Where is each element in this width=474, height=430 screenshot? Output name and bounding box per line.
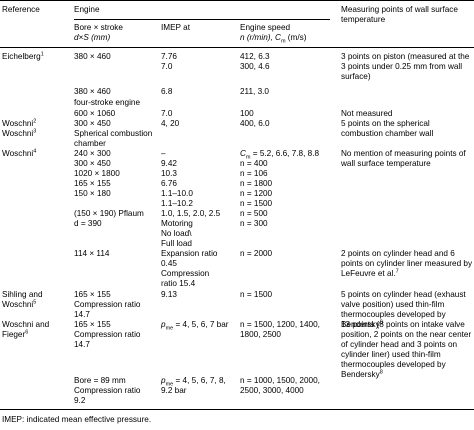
w4d-speed: n = 1800 (240, 179, 273, 188)
header-measuring-1: Measuring points of wall surface (341, 5, 458, 14)
ref-woschni-fieger: Woschni and Fieger6 (2, 320, 50, 339)
w4e-bore: 150 × 180 (74, 189, 111, 198)
e1-speed: 412, 6.3 (240, 52, 270, 61)
w4g-bore: (150 × 190) Pflaum (74, 209, 144, 218)
header-bottom-rule (0, 47, 474, 48)
w2-speed: 400, 6.0 (240, 119, 270, 128)
w2-imep: 4, 20 (161, 119, 180, 128)
e5-bore: 600 × 1060 (74, 109, 116, 118)
w4b-imep: 9.42 (161, 159, 177, 168)
header-measuring-2: temperature (341, 15, 386, 24)
wf1-measuring: 13 points (8 points on intake valve posi… (341, 320, 472, 379)
w4e-speed: n = 1200 (240, 189, 273, 198)
e3-speed: 211, 3.0 (240, 87, 269, 96)
w4k-bore: 114 × 114 (74, 249, 110, 258)
header-engine: Engine (74, 5, 100, 14)
e3-imep: 6.8 (161, 87, 173, 96)
w4l-imep: Compression ratio 15.4 (161, 269, 210, 288)
w4f-speed: n = 1500 (240, 199, 273, 208)
header-imep: IMEP at (161, 23, 190, 32)
e3-bore: 380 × 460 (74, 87, 111, 96)
ref-woschni-3: Woschni3 (2, 128, 37, 138)
w4k-measuring: 2 points on cylinder head and 6 points o… (341, 249, 473, 278)
w4b-bore: 300 × 450 (74, 159, 111, 168)
e5-speed: 100 (240, 109, 254, 118)
w4g-imep: 1.0, 1.5, 2.0, 2.5 (161, 209, 221, 218)
bottom-rule (0, 409, 474, 410)
e5-measuring: Not measured (341, 109, 393, 118)
header-mid-rule (74, 19, 330, 20)
w2-bore: 300 × 450 (74, 119, 111, 128)
e1-measuring: 3 points on piston (measured at the 3 po… (341, 52, 470, 81)
w4h-bore: d = 390 (74, 219, 102, 228)
header-bore-stroke-2: d×S (mm) (74, 33, 111, 42)
w4g-speed: n = 500 (240, 209, 268, 218)
e2-speed: 300, 4.6 (240, 62, 270, 71)
w4j-imep: Full load (161, 239, 192, 248)
w3-bore: Spherical combustion chamber (74, 129, 153, 148)
w4c-bore: 1020 × 1800 (74, 169, 120, 178)
wf2-imep: pme = 4, 5, 6, 7, 8, 9.2 bar (161, 376, 226, 395)
w4k-imep: Expansion ratio 0.45 (161, 249, 218, 268)
w4c-speed: n = 106 (240, 169, 268, 178)
wf1-imep: pme = 4, 5, 6, 7 bar (161, 320, 229, 332)
s-speed: n = 1500 (240, 290, 273, 299)
header-speed-2: n (r/min), Cm (m/s) (240, 33, 307, 45)
w4c-imep: 10.3 (161, 169, 177, 178)
s-measuring: 5 points on cylinder head (exhaust valve… (341, 290, 466, 329)
w4i-imep: No load\ (161, 229, 192, 238)
ref-woschni-2: Woschni2 (2, 118, 37, 128)
w4d-bore: 165 × 155 (74, 179, 111, 188)
header-reference: Reference (2, 5, 40, 14)
w4e-imep: 1.1–10.0 (161, 189, 193, 198)
w4a-measuring: No mention of measuring points of wall s… (341, 149, 466, 168)
w4b-speed: n = 400 (240, 159, 268, 168)
s-imep: 9.13 (161, 290, 177, 299)
wf2-speed: n = 1000, 1500, 2000, 2500, 3000, 4000 (240, 376, 320, 395)
w4d-imep: 6.76 (161, 179, 177, 188)
wf2-bore: Bore = 89 mm Compression ratio 9.2 (74, 376, 141, 405)
header-speed-1: Engine speed (240, 23, 291, 32)
wf1-speed: n = 1500, 1200, 1400, 1800, 2500 (240, 320, 320, 339)
w4a-speed: Cm = 5.2, 6.6, 7.8, 8.8 (240, 149, 320, 161)
e1-imep: 7.76 (161, 52, 177, 61)
w2-measuring: 5 points on the spherical combustion cha… (341, 119, 434, 138)
e1-bore: 380 × 460 (74, 52, 111, 61)
s-bore: 165 × 155 Compression ratio 14.7 (74, 290, 141, 319)
w4h-speed: n = 300 (240, 219, 268, 228)
w4f-imep: 1.1–10.2 (161, 199, 193, 208)
wf1-bore: 165 × 155 Compression ratio 14.7 (74, 320, 141, 349)
header-bore-stroke-1: Bore × stroke (74, 23, 123, 32)
w4h-imep: Motoring (161, 219, 193, 228)
ref-woschni-4: Woschni4 (2, 148, 37, 158)
ref-sihling-woschni: Sihling and Woschni5 (2, 290, 43, 309)
w4a-imep: – (161, 149, 166, 158)
top-rule (0, 0, 474, 1)
footnote: IMEP: indicated mean effective pressure. (2, 415, 152, 424)
w4k-speed: n = 2000 (240, 249, 273, 258)
w4a-bore: 240 × 300 (74, 149, 111, 158)
e4-bore: four-stroke engine (74, 98, 140, 107)
e5-imep: 7.0 (161, 109, 173, 118)
ref-eichelberg: Eichelberg1 (2, 51, 44, 61)
e2-imep: 7.0 (161, 62, 173, 71)
